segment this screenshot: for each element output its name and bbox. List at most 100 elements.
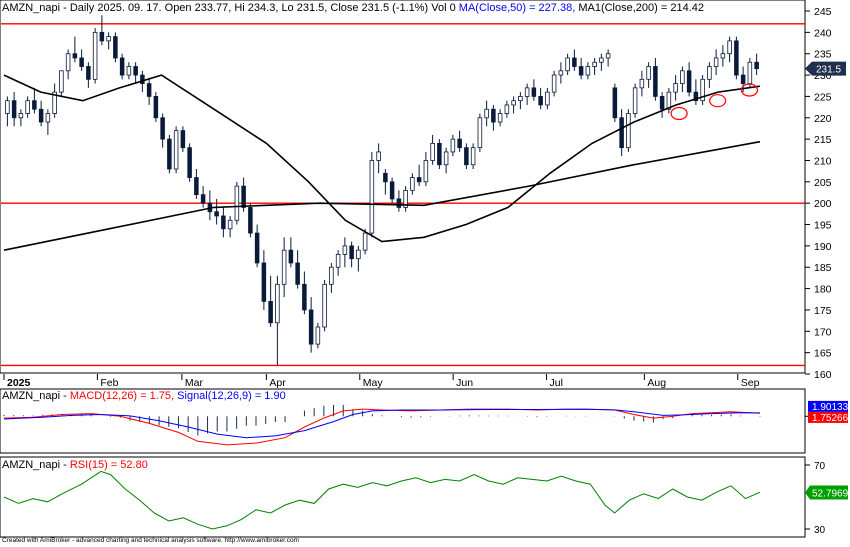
x-tick-label: May	[363, 377, 384, 389]
candle-body-down	[261, 262, 267, 302]
macd-panel-frame	[0, 388, 806, 454]
rsi-badge-value: 52.7969	[812, 489, 849, 500]
candle-body-up	[497, 113, 503, 123]
candle	[11, 92, 17, 127]
candle-body-down	[214, 211, 219, 217]
candle-body-down	[79, 57, 84, 67]
candle	[450, 134, 456, 157]
signal-badge	[808, 400, 848, 412]
candle	[315, 322, 321, 349]
candle	[146, 79, 152, 105]
candle	[187, 143, 192, 182]
candle	[443, 147, 449, 174]
candle-body-down	[72, 53, 78, 59]
candle-body-down	[11, 100, 17, 119]
candle	[221, 207, 226, 238]
price-y-tick-label: 235	[814, 49, 832, 61]
candle	[423, 151, 429, 187]
candle	[288, 237, 294, 268]
candle	[747, 57, 753, 88]
candle-body-down	[221, 215, 226, 230]
macd-label: MACD(12,26) = 1.75,	[69, 390, 175, 402]
candle	[167, 134, 172, 174]
candle-body-up	[599, 57, 604, 63]
signal-label: Signal(12,26,9) = 1.90	[174, 390, 286, 402]
touch-circle	[670, 106, 688, 121]
last-close-value: 231.5	[816, 65, 841, 76]
price-y-tick-label: 180	[814, 284, 832, 296]
candle	[511, 96, 516, 114]
candle	[214, 198, 219, 225]
candle-body-down	[248, 207, 253, 234]
candle	[308, 297, 314, 353]
candle-body-down	[241, 185, 246, 208]
candle	[565, 53, 570, 76]
candle	[592, 57, 597, 76]
price-y-tick-label: 215	[814, 134, 832, 146]
x-tick-label: Mar	[185, 377, 204, 389]
candle	[248, 203, 253, 238]
candle	[126, 62, 132, 80]
candle-body-down	[464, 147, 469, 166]
candle	[275, 275, 280, 366]
rsi-y-tick-label: 30	[814, 525, 826, 536]
candle	[65, 49, 71, 80]
candle-body-down	[99, 31, 105, 42]
candle-body-up	[369, 160, 375, 234]
x-tick-label: Jun	[456, 377, 473, 389]
candle-body-up	[59, 70, 64, 93]
price-panel: 160 165 170 175 180 185 190 195 200 205 210 215 220 2…	[1, 6, 846, 389]
candle-body-up	[545, 91, 550, 106]
candle-body-up	[727, 40, 732, 55]
candle-body-up	[632, 87, 638, 114]
candle	[281, 237, 287, 298]
candle-body-up	[707, 66, 712, 80]
rsi-label: RSI(15) = 52.80	[69, 459, 148, 471]
candle	[470, 143, 476, 170]
candle-body-up	[430, 142, 435, 161]
candle	[261, 250, 267, 310]
price-y-tick-label: 245	[814, 6, 832, 18]
candle-body-down	[167, 138, 172, 170]
candle	[680, 66, 685, 93]
price-y-tick-label: 225	[814, 91, 832, 103]
candle-body-down	[288, 249, 294, 264]
candle-body-down	[38, 108, 44, 123]
candle	[754, 53, 759, 76]
candle	[605, 49, 611, 67]
macd-symbol: AMZN_napi	[2, 390, 61, 402]
candle-body-down	[491, 108, 496, 123]
candle-body-up	[585, 66, 591, 76]
touch-circle	[740, 83, 759, 97]
price-y-tick-label: 220	[814, 113, 832, 125]
candle	[45, 109, 51, 135]
macd-line	[3, 408, 761, 446]
price-y-tick-label: 240	[814, 27, 832, 39]
x-tick-label: Feb	[100, 377, 118, 389]
candle	[376, 143, 381, 174]
candle	[457, 130, 462, 152]
candle-body-up	[518, 96, 523, 102]
candle-body-up	[443, 151, 449, 166]
candle	[173, 126, 179, 174]
candle	[254, 224, 260, 268]
candle	[335, 250, 341, 276]
candle	[79, 49, 84, 71]
candle	[612, 83, 618, 123]
candle-body-up	[673, 83, 678, 93]
candle-body-down	[578, 66, 584, 76]
candle-body-down	[140, 74, 145, 84]
ma200-label: MA1(Close,200) = 214.42	[575, 2, 704, 14]
price-y-tick-label: 175	[814, 305, 832, 317]
candle-body-up	[403, 189, 408, 208]
candle	[153, 92, 159, 123]
footer-credit: Created with AmiBroker - advanced charti…	[2, 537, 299, 544]
candle	[99, 15, 105, 46]
candle-body-up	[356, 249, 361, 260]
candle-body-up	[626, 113, 631, 149]
candle-body-up	[362, 232, 368, 251]
candle-body-up	[558, 70, 564, 76]
candle	[5, 96, 10, 127]
candle-body-down	[572, 57, 577, 67]
candle	[484, 100, 489, 127]
